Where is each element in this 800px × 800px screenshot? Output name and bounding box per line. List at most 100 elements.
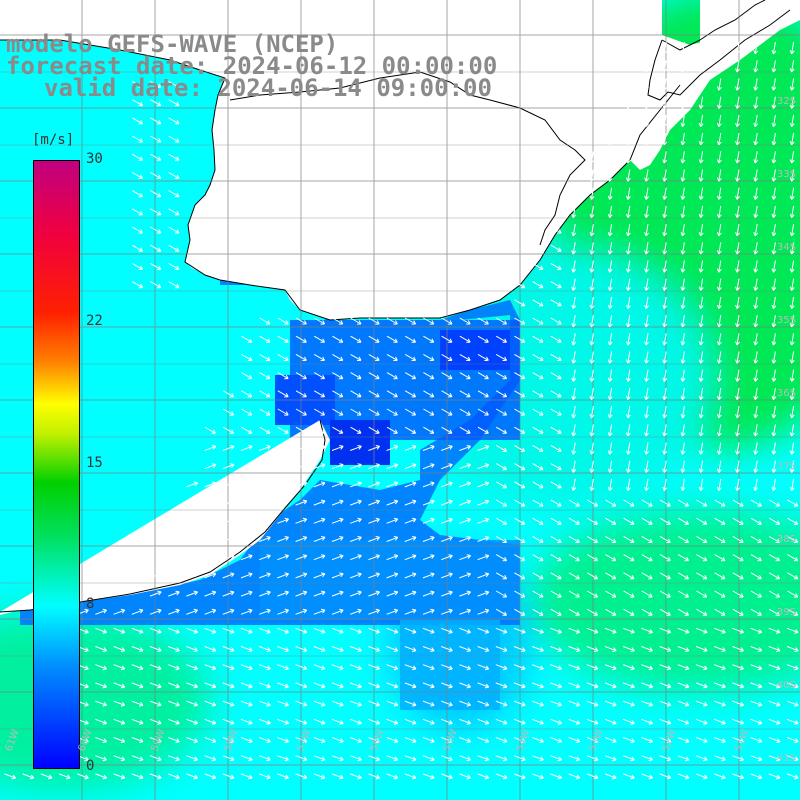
wind-arrow xyxy=(716,315,722,328)
wind-arrow xyxy=(277,682,289,689)
wind-arrow xyxy=(386,608,399,615)
wind-arrow xyxy=(677,572,690,580)
wind-arrow xyxy=(368,572,380,579)
wind-arrow xyxy=(186,554,198,561)
wind-arrow xyxy=(768,737,781,743)
wind-arrow xyxy=(787,535,799,543)
wind-arrow xyxy=(644,460,649,473)
wind-arrow xyxy=(662,351,668,364)
wind-arrow xyxy=(295,646,308,652)
wind-arrow xyxy=(768,590,781,598)
wind-arrow xyxy=(95,627,107,634)
wind-arrow xyxy=(441,700,453,707)
wind-arrow xyxy=(222,700,235,707)
wind-arrow xyxy=(313,718,326,725)
wind-arrow xyxy=(732,773,744,780)
wind-arrow xyxy=(625,96,631,109)
wind-arrow xyxy=(623,664,635,671)
wind-arrow xyxy=(532,517,544,525)
wind-arrow xyxy=(259,718,271,725)
wind-arrow xyxy=(168,244,180,252)
wind-arrow xyxy=(625,369,631,382)
wind-arrow xyxy=(641,664,653,671)
wind-arrow xyxy=(168,99,180,107)
wind-arrow xyxy=(789,114,795,128)
wind-arrow xyxy=(750,718,763,725)
wind-arrow xyxy=(150,80,162,88)
wind-arrow xyxy=(532,499,544,507)
wind-arrow xyxy=(771,60,777,73)
wind-arrow xyxy=(168,755,180,762)
wind-arrow xyxy=(259,755,271,762)
wind-arrow xyxy=(332,390,344,398)
wind-arrow xyxy=(295,517,308,524)
wind-arrow xyxy=(331,718,344,725)
wind-arrow xyxy=(607,351,613,364)
wind-arrow xyxy=(131,281,144,289)
wind-arrow xyxy=(441,627,453,634)
wind-arrow xyxy=(532,755,544,762)
wind-arrow xyxy=(150,244,162,252)
wind-arrow xyxy=(513,700,526,707)
wind-arrow xyxy=(459,481,471,488)
wind-arrow xyxy=(568,664,581,671)
wind-arrow xyxy=(714,664,726,671)
wind-arrow xyxy=(550,608,562,616)
wind-arrow xyxy=(186,664,198,671)
wind-arrow xyxy=(753,387,759,401)
wind-arrow xyxy=(514,481,526,489)
wind-arrow xyxy=(768,664,781,671)
wind-arrow xyxy=(350,317,362,325)
wind-arrow xyxy=(644,296,649,310)
wind-arrow xyxy=(368,390,380,398)
wind-arrow xyxy=(716,460,722,473)
wind-arrow xyxy=(240,590,253,597)
wind-arrow xyxy=(644,351,649,364)
wind-arrow xyxy=(768,554,781,562)
wind-arrow xyxy=(662,114,668,128)
wind-arrow xyxy=(605,535,617,543)
wind-arrow xyxy=(386,426,398,434)
wind-arrow xyxy=(240,481,253,488)
wind-arrow xyxy=(607,406,613,419)
wind-arrow xyxy=(644,205,649,219)
wind-arrow xyxy=(680,351,686,364)
wind-arrow xyxy=(771,424,777,437)
wind-arrow xyxy=(222,481,235,488)
wind-arrow xyxy=(168,590,180,597)
wind-arrow xyxy=(331,646,344,652)
wind-arrow xyxy=(495,481,508,489)
wind-arrow xyxy=(789,169,795,182)
wind-arrow xyxy=(680,242,686,255)
wind-arrow xyxy=(204,463,217,470)
wind-arrow xyxy=(477,426,489,434)
wind-arrow xyxy=(441,426,453,434)
wind-arrow xyxy=(404,718,417,725)
wind-arrow xyxy=(550,408,562,416)
wind-arrow xyxy=(422,536,435,542)
wind-arrow xyxy=(625,205,631,219)
wind-arrow xyxy=(753,296,759,310)
wind-arrow xyxy=(753,205,759,219)
wind-arrow xyxy=(532,299,544,307)
wind-arrow xyxy=(259,353,271,361)
wind-arrow xyxy=(623,755,635,762)
wind-arrow xyxy=(586,646,599,652)
wind-arrow xyxy=(259,317,271,325)
wind-arrow xyxy=(313,536,326,542)
wind-arrow xyxy=(168,517,180,524)
wind-arrow xyxy=(422,481,435,488)
wind-arrow xyxy=(404,700,417,707)
wind-arrow xyxy=(313,463,326,470)
wind-arrow xyxy=(441,773,453,780)
wind-arrow xyxy=(644,151,649,164)
wind-arrow xyxy=(186,499,198,506)
wind-arrow xyxy=(513,627,526,634)
wind-arrow xyxy=(404,554,417,561)
wind-arrow xyxy=(680,260,686,273)
wind-arrow xyxy=(332,353,344,361)
wind-arrow xyxy=(204,627,217,634)
wind-arrow xyxy=(680,60,686,73)
wind-arrow xyxy=(550,627,562,634)
wind-arrow xyxy=(495,463,508,471)
